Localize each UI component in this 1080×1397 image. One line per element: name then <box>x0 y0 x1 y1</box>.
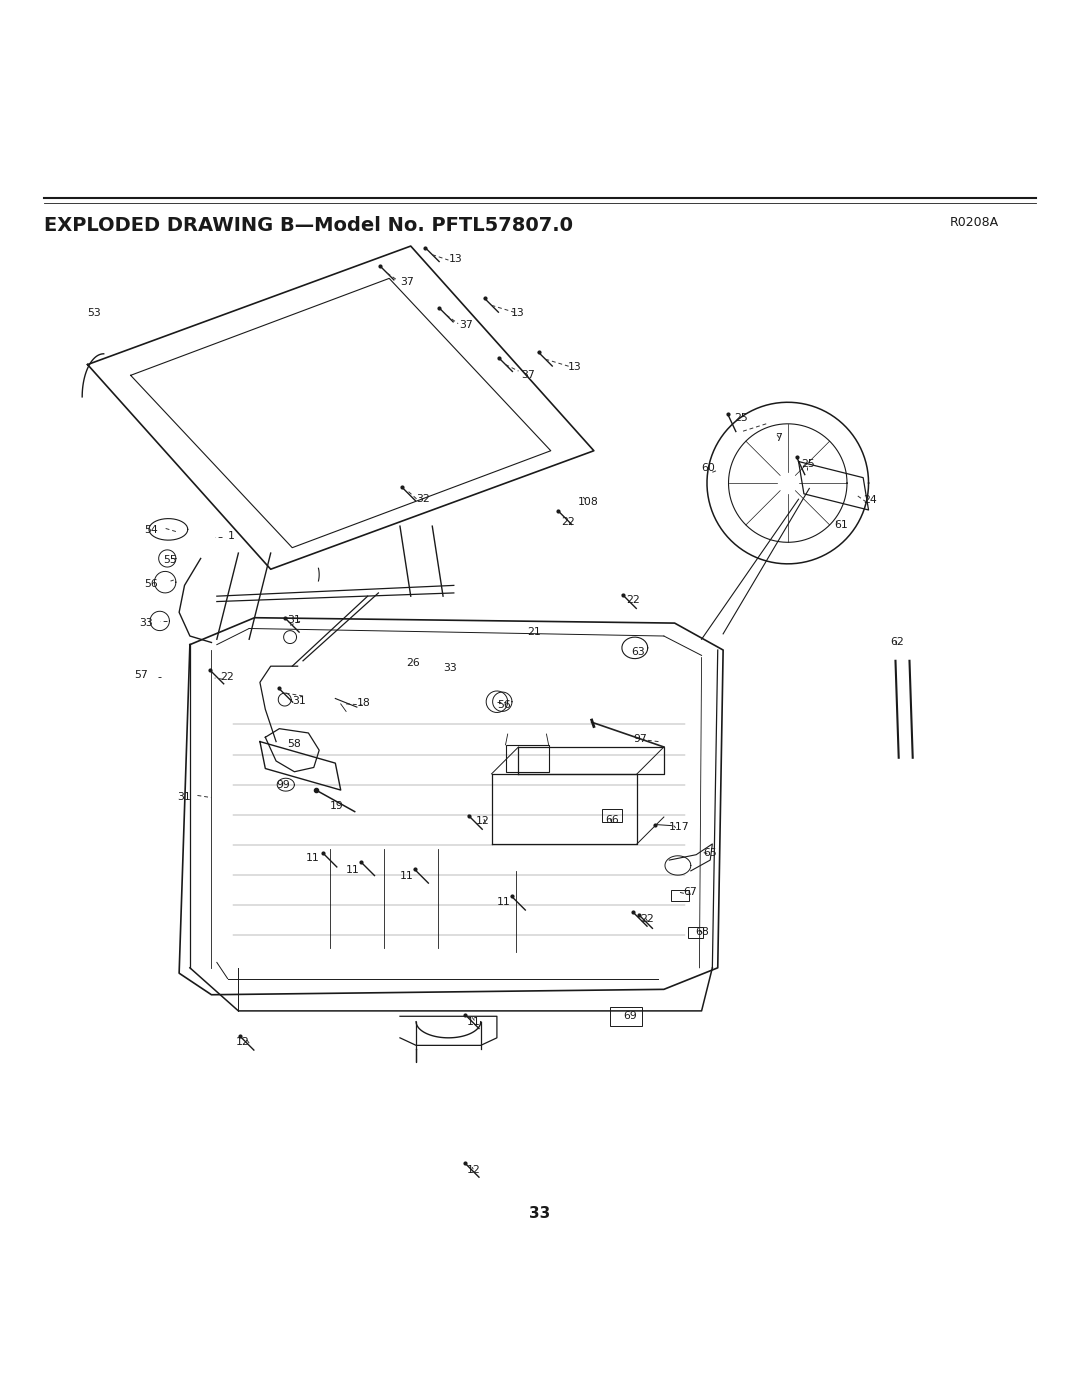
Text: 11: 11 <box>346 865 360 875</box>
Text: 13: 13 <box>511 307 525 319</box>
Text: 24: 24 <box>863 496 877 506</box>
Text: 108: 108 <box>578 497 598 507</box>
Text: 33: 33 <box>529 1206 551 1221</box>
Text: 37: 37 <box>459 320 473 330</box>
Text: 12: 12 <box>237 1037 249 1048</box>
Text: 33: 33 <box>443 664 457 673</box>
Bar <box>505 745 549 771</box>
Text: 1: 1 <box>228 531 234 541</box>
Text: 65: 65 <box>704 848 717 858</box>
Text: 22: 22 <box>562 517 576 527</box>
Text: 22: 22 <box>220 672 233 682</box>
Text: 68: 68 <box>696 928 708 937</box>
Bar <box>603 809 622 823</box>
Bar <box>610 1007 643 1025</box>
Text: 26: 26 <box>406 658 420 668</box>
Text: 56: 56 <box>497 700 511 710</box>
Bar <box>672 890 689 901</box>
Text: 67: 67 <box>684 887 697 897</box>
Text: 22: 22 <box>640 914 653 925</box>
Text: 66: 66 <box>606 816 620 826</box>
Text: 18: 18 <box>356 698 370 708</box>
Text: 60: 60 <box>702 462 715 474</box>
Text: 61: 61 <box>834 520 848 529</box>
Text: 57: 57 <box>134 669 148 680</box>
Text: 12: 12 <box>467 1165 481 1175</box>
Text: 99: 99 <box>276 780 289 789</box>
Text: 55: 55 <box>163 555 177 564</box>
Text: 33: 33 <box>139 617 153 629</box>
Text: 21: 21 <box>527 627 541 637</box>
Text: 12: 12 <box>475 816 489 826</box>
Text: 58: 58 <box>287 739 300 749</box>
Text: 97: 97 <box>634 735 648 745</box>
Text: 22: 22 <box>626 595 640 605</box>
Text: 11: 11 <box>307 854 320 863</box>
Text: R0208A: R0208A <box>949 217 999 229</box>
Text: 32: 32 <box>416 495 430 504</box>
Text: 11: 11 <box>400 872 414 882</box>
Text: 11: 11 <box>497 897 511 907</box>
Text: 53: 53 <box>87 307 102 319</box>
Text: 13: 13 <box>568 362 582 372</box>
Text: 11: 11 <box>467 1017 481 1027</box>
Text: 56: 56 <box>145 580 159 590</box>
Text: 13: 13 <box>448 254 462 264</box>
Text: 19: 19 <box>330 802 343 812</box>
Text: 25: 25 <box>800 458 814 468</box>
Text: 63: 63 <box>632 647 646 657</box>
Text: 31: 31 <box>293 696 306 705</box>
Text: 31: 31 <box>177 792 191 802</box>
Text: 69: 69 <box>623 1011 637 1021</box>
Text: 62: 62 <box>890 637 904 647</box>
Text: 31: 31 <box>287 615 300 624</box>
Text: 25: 25 <box>734 414 747 423</box>
Text: EXPLODED DRAWING B—Model No. PFTL57807.0: EXPLODED DRAWING B—Model No. PFTL57807.0 <box>44 217 573 235</box>
Text: 37: 37 <box>400 277 414 286</box>
Text: 37: 37 <box>522 370 536 380</box>
Text: 117: 117 <box>670 821 690 831</box>
Bar <box>688 926 703 937</box>
Text: 54: 54 <box>145 525 159 535</box>
Text: 7: 7 <box>774 433 782 443</box>
